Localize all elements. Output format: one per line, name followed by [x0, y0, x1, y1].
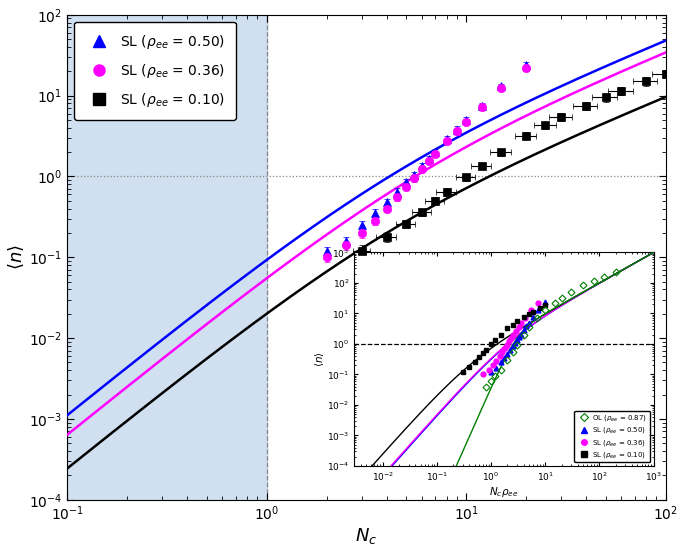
X-axis label: $N_c$: $N_c$: [356, 526, 377, 546]
Legend: SL ($\rho_{ee}$ = 0.50), SL ($\rho_{ee}$ = 0.36), SL ($\rho_{ee}$ = 0.10): SL ($\rho_{ee}$ = 0.50), SL ($\rho_{ee}$…: [74, 22, 236, 120]
Y-axis label: $\langle n \rangle$: $\langle n \rangle$: [7, 244, 26, 270]
Bar: [67, 15, 266, 500]
